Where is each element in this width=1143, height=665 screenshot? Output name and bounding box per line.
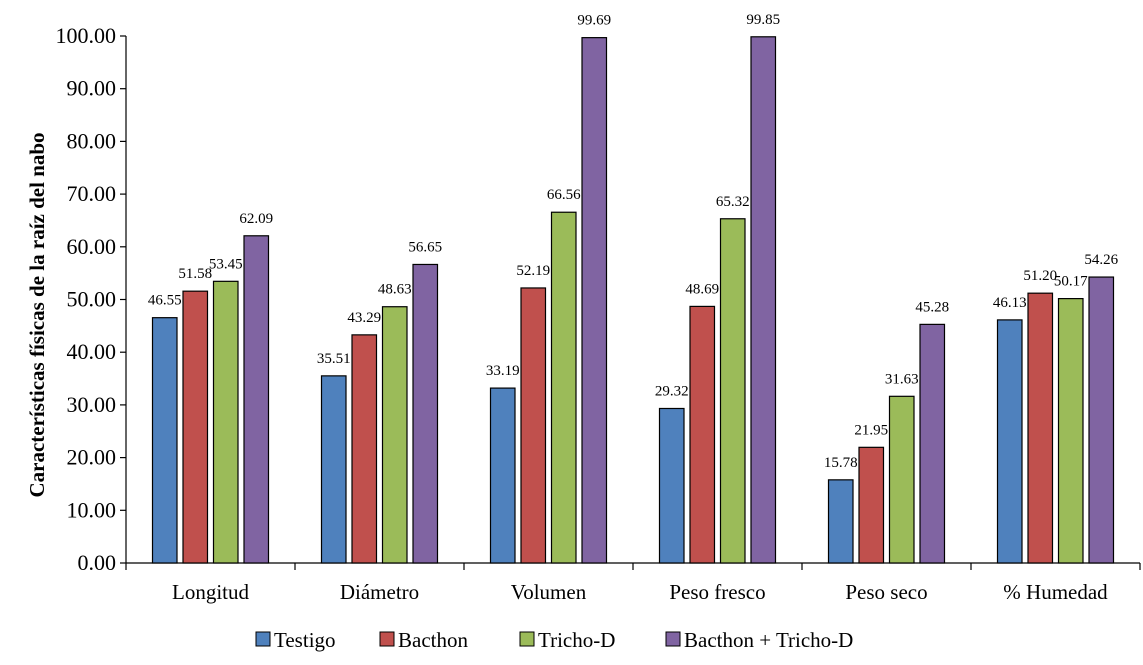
data-label: 99.85 [746,12,780,28]
bar[interactable] [381,306,408,564]
data-label: 62.09 [239,211,273,227]
bar[interactable] [689,305,716,564]
bar[interactable] [1088,276,1115,564]
bar[interactable] [658,407,685,564]
bar[interactable] [550,211,577,564]
legend-swatch [665,631,681,647]
data-label: 45.28 [915,299,949,315]
legend-swatch [519,631,535,647]
x-category-label: Peso fresco [669,580,765,604]
legend-swatch [379,631,395,647]
data-label: 65.32 [716,194,750,210]
bar[interactable] [151,317,178,564]
bar[interactable] [212,280,239,564]
data-label: 56.65 [408,239,442,255]
y-tick-label: 70.00 [67,181,117,206]
data-label: 29.32 [655,383,689,399]
x-category-label: Peso seco [845,580,927,604]
bar[interactable] [719,218,746,564]
data-label: 51.58 [178,266,212,282]
y-tick-label: 10.00 [67,497,117,522]
bar[interactable] [750,36,777,564]
y-axis-title: Características físicas de la raíz del n… [25,132,49,497]
y-tick-label: 60.00 [67,234,117,259]
y-tick-label: 100.00 [56,23,117,48]
bar[interactable] [858,446,885,564]
legend-entry: Bacthon + Tricho-D [684,628,853,652]
bar[interactable] [996,319,1023,564]
data-label: 54.26 [1084,252,1118,268]
bar[interactable] [827,479,854,564]
bar[interactable] [1027,292,1054,564]
bar[interactable] [489,387,516,564]
data-label: 99.69 [577,13,611,29]
data-label: 46.55 [148,293,182,309]
bar[interactable] [888,395,915,564]
data-label: 43.29 [347,310,381,326]
data-label: 53.45 [209,256,243,272]
data-label: 33.19 [486,363,520,379]
x-category-label: Diámetro [340,580,419,604]
data-label: 50.17 [1054,274,1088,290]
x-category-label: % Humedad [1003,580,1108,604]
bar[interactable] [412,263,439,564]
bar[interactable] [919,323,946,564]
data-label: 15.78 [824,455,858,471]
data-label: 52.19 [516,263,550,279]
legend-swatch [255,631,271,647]
data-label: 48.63 [378,282,412,298]
legend: Testigo Bacthon Tricho-D Bacthon + Tricho-D [255,628,853,652]
legend-entry: Bacthon [398,628,468,652]
bar[interactable] [351,334,378,564]
y-tick-label: 30.00 [67,392,117,417]
bar[interactable] [182,290,209,564]
legend-entry: Testigo [274,628,336,652]
y-tick-label: 20.00 [67,445,117,470]
bar[interactable] [581,37,608,564]
y-tick-label: 80.00 [67,128,117,153]
x-category-label: Longitud [172,580,249,604]
data-label: 46.13 [993,295,1027,311]
y-tick-label: 50.00 [67,287,117,312]
bar[interactable] [520,287,547,564]
data-label: 35.51 [317,351,351,367]
x-category-label: Volumen [511,580,587,604]
data-label: 51.20 [1023,268,1057,284]
data-label: 66.56 [547,187,581,203]
y-tick-label: 0.00 [78,550,117,575]
legend-entry: Tricho-D [538,628,615,652]
data-label: 21.95 [854,422,888,438]
data-label: 31.63 [885,371,919,387]
y-tick-label: 40.00 [67,339,117,364]
bar[interactable] [1057,298,1084,564]
bar[interactable] [243,235,270,564]
y-tick-label: 90.00 [67,76,117,101]
data-label: 48.69 [685,281,719,297]
bar[interactable] [320,375,347,564]
